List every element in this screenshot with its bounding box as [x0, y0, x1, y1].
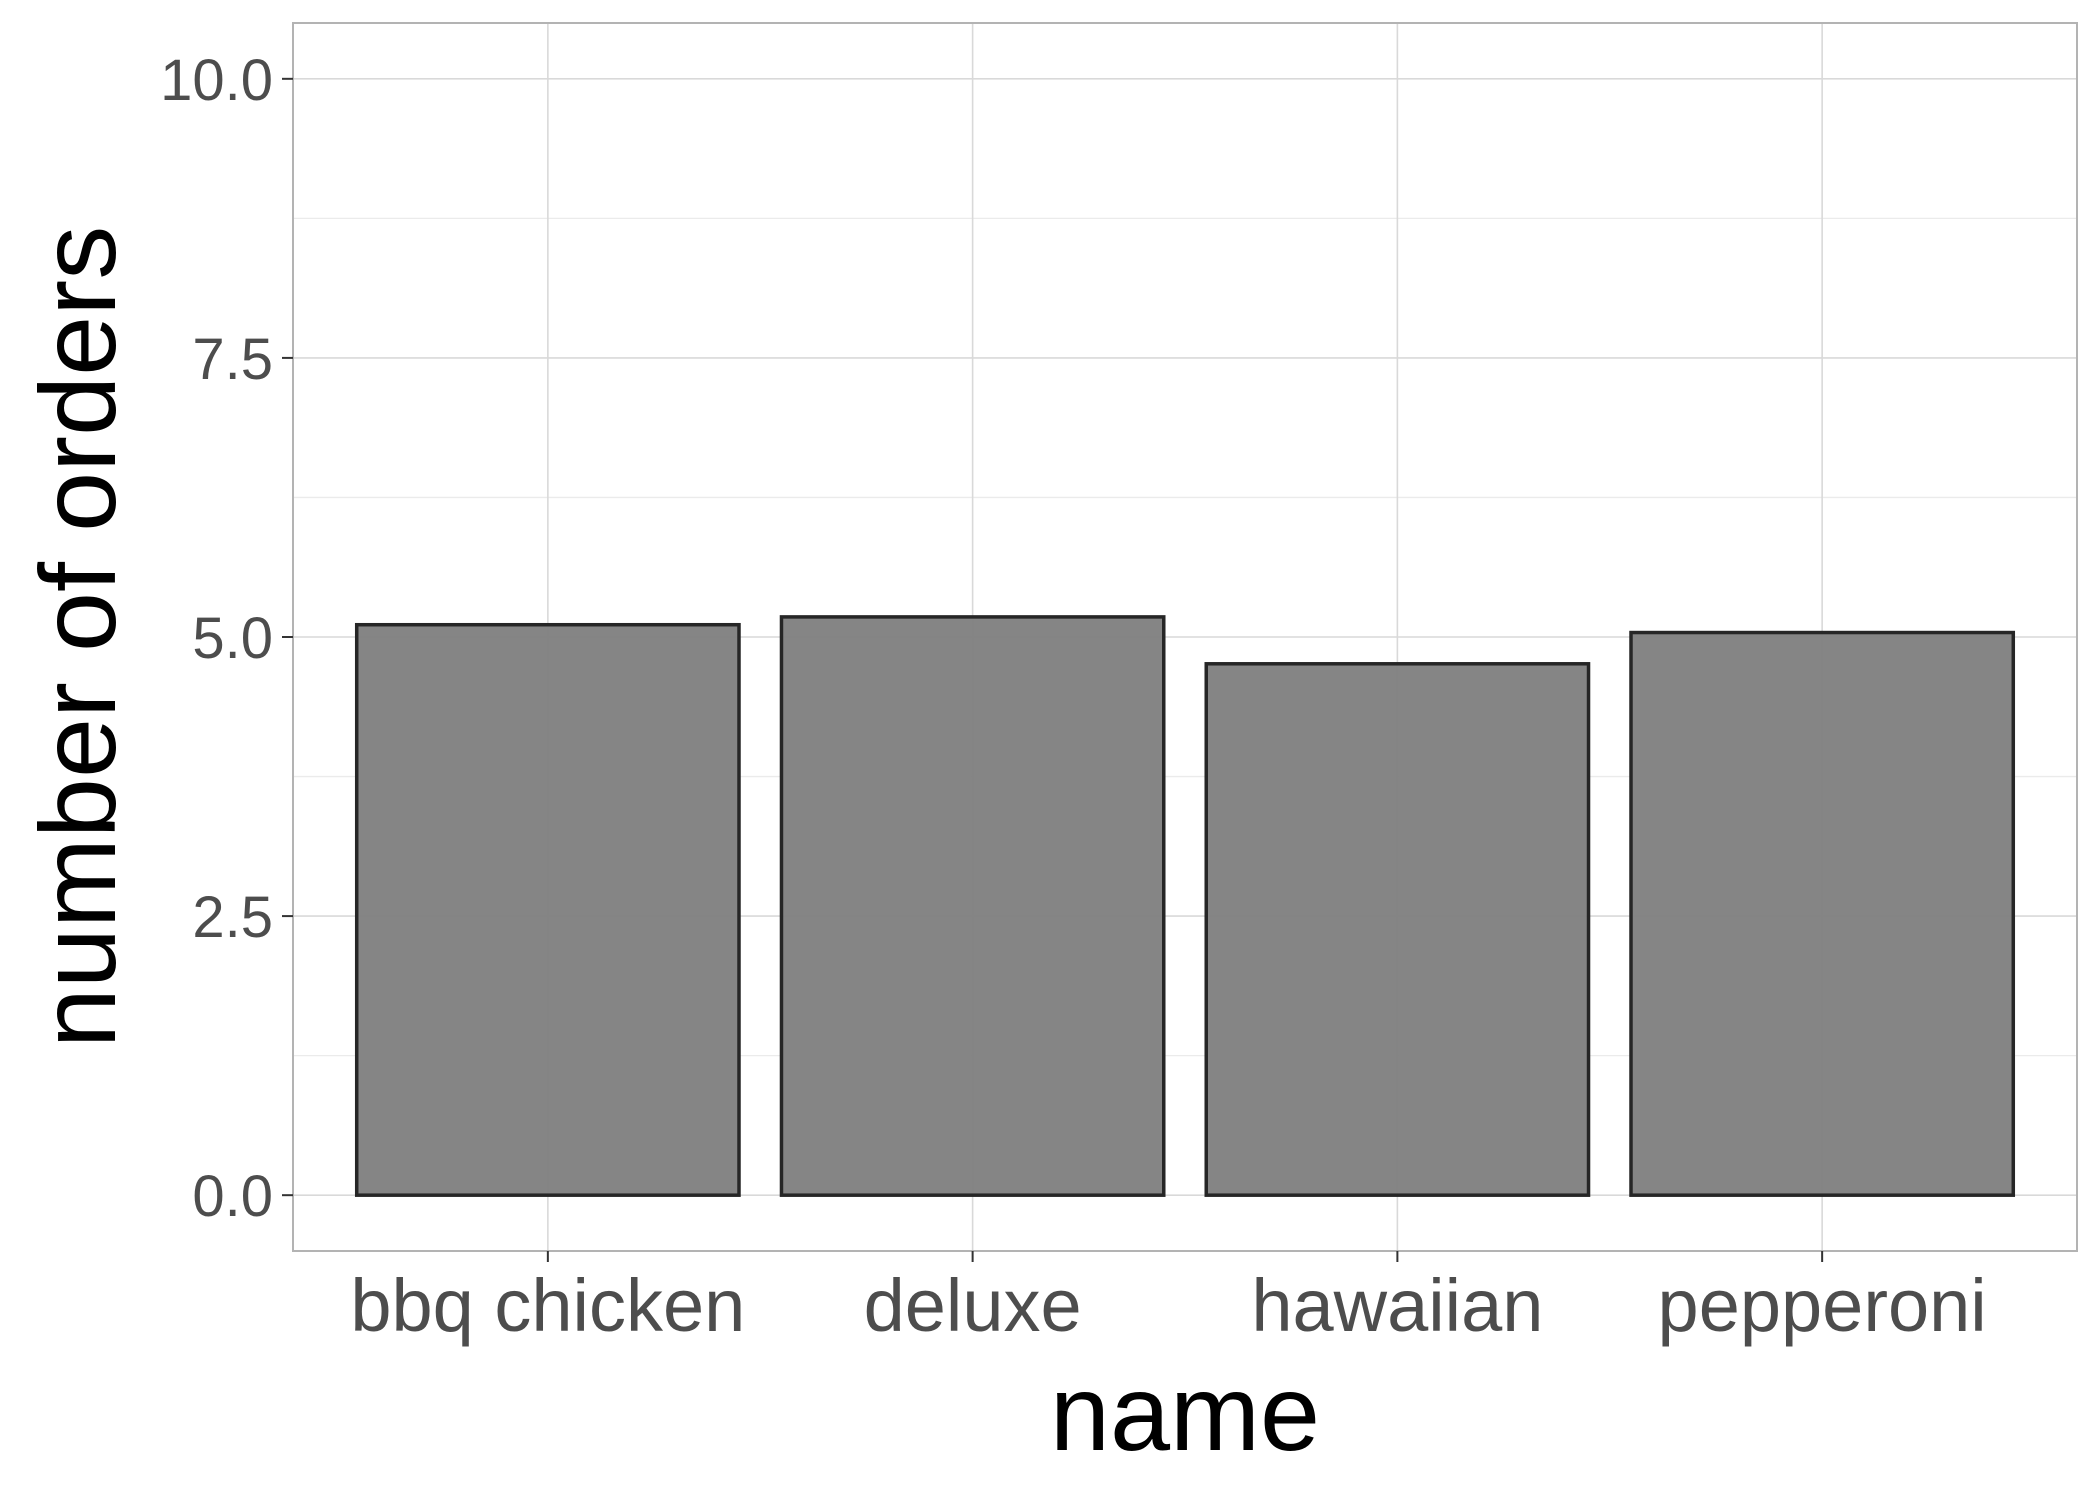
- bar-deluxe: [779, 615, 1166, 1197]
- x-tick-label: pepperoni: [1658, 1264, 1987, 1347]
- y-tick-label: 0.0: [192, 1164, 273, 1229]
- bars: [354, 615, 2016, 1197]
- x-tick-label: hawaiian: [1251, 1264, 1543, 1347]
- x-axis-title: name: [1050, 1352, 1320, 1473]
- y-tick-label: 2.5: [192, 885, 273, 950]
- y-tick-label: 7.5: [192, 327, 273, 392]
- x-tick-label: bbq chicken: [350, 1264, 745, 1347]
- y-axis-ticks: 0.0 2.5 5.0 7.5 10.0: [160, 48, 293, 1229]
- y-tick-label: 10.0: [160, 48, 273, 113]
- x-axis-ticks: bbq chicken deluxe hawaiian pepperoni: [350, 1251, 1987, 1347]
- y-axis-title: number of orders: [17, 226, 138, 1048]
- y-tick-label: 5.0: [192, 606, 273, 671]
- bar-hawaiian: [1204, 662, 1591, 1197]
- bar-bbq-chicken: [354, 622, 741, 1197]
- x-tick-label: deluxe: [864, 1264, 1082, 1347]
- bar-pepperoni: [1629, 630, 2016, 1197]
